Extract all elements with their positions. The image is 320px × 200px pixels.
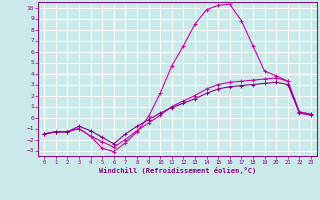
X-axis label: Windchill (Refroidissement éolien,°C): Windchill (Refroidissement éolien,°C) [99, 167, 256, 174]
